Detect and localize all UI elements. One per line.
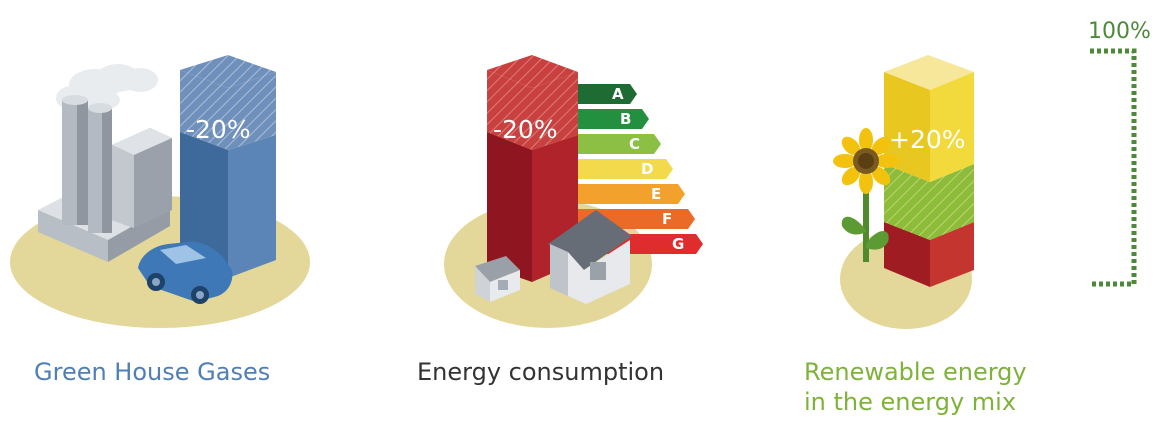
consumption-illustration: -20% A B C D E F G [444,55,703,328]
energy-class-e-label: E [651,185,661,203]
car-icon [138,241,233,304]
renewable-illustration: +20% [833,55,974,329]
consumption-change-label: -20% [493,115,558,144]
ghg-change-label: -20% [186,115,251,144]
ghg-bar [180,55,276,278]
energy-class-d-label: D [641,160,653,178]
scale-bracket [1090,48,1137,287]
energy-class-b-arrow [578,109,649,129]
small-house-icon [475,256,520,302]
scale-top-label: 100% [1088,19,1151,44]
energy-class-c-label: C [629,135,640,153]
renewable-title-line1: Renewable energy [804,358,1027,386]
energy-class-e-arrow [578,184,685,204]
factory-icon [38,95,172,262]
ghg-title: Green House Gases [34,358,271,386]
renewable-bar [884,55,974,287]
renewable-change-label: +20% [889,125,966,154]
energy-class-d-arrow [578,159,673,179]
smoke-icon [56,64,158,110]
energy-class-c-arrow [578,134,661,154]
percentage-scale: 100% [1088,19,1151,287]
sunflower-icon [833,128,899,262]
renewable-title-line2: in the energy mix [804,388,1017,416]
ghg-illustration: -20% [10,55,310,328]
consumption-title: Energy consumption [417,358,665,386]
energy-class-b-label: B [620,110,631,128]
energy-class-f-label: F [662,210,672,228]
renewable-title: Renewable energy in the energy mix [804,357,1027,417]
energy-class-g-label: G [672,235,684,253]
energy-class-a-label: A [612,85,624,103]
large-house-icon [548,210,632,304]
energy-class-a-arrow [578,84,637,104]
